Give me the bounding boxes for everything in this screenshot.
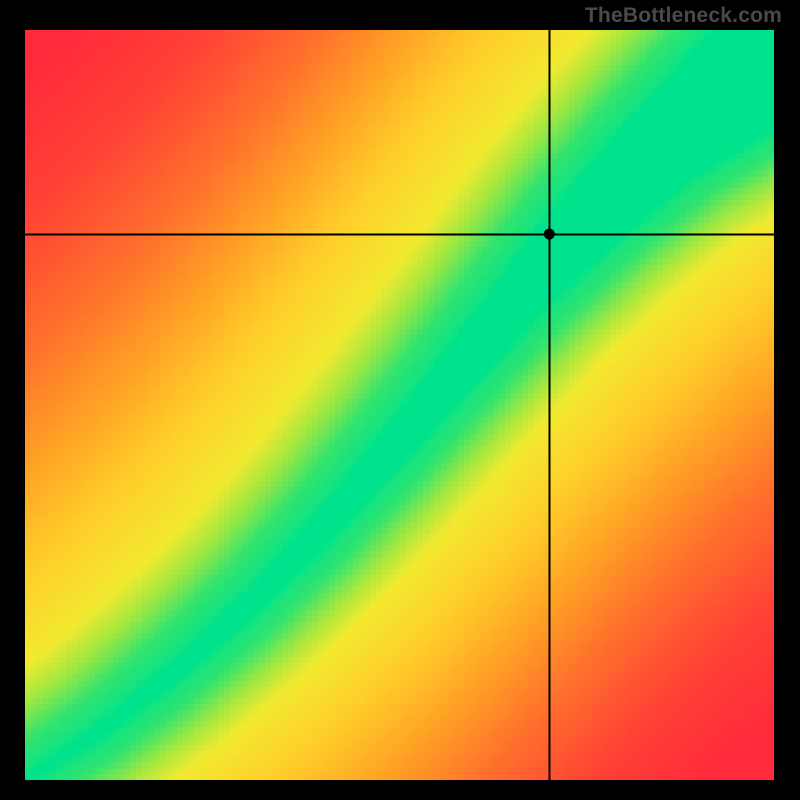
crosshair-overlay bbox=[25, 30, 774, 780]
watermark-text: TheBottleneck.com bbox=[585, 4, 782, 28]
heatmap-plot bbox=[25, 30, 774, 780]
chart-container: TheBottleneck.com bbox=[0, 0, 800, 800]
